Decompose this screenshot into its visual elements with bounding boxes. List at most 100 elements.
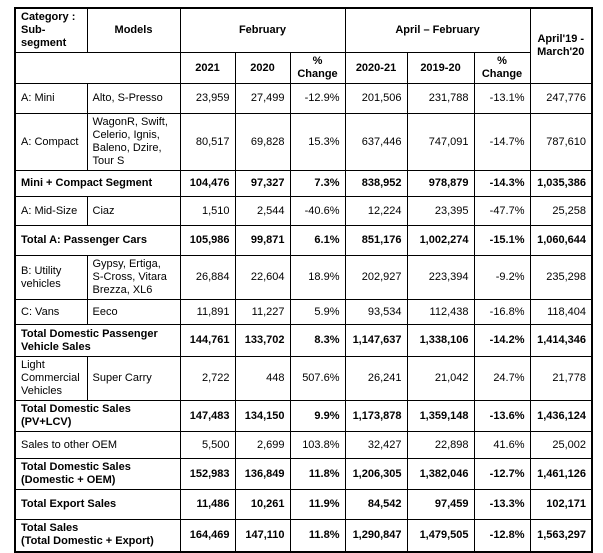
value-cell: 41.6%: [473, 431, 531, 459]
value-cell: 1,510: [179, 196, 236, 226]
table-row: Total Domestic Sales (PV+LCV) 147,483 134,…: [14, 400, 593, 432]
header-april19-march20: April'19 - March'20: [529, 7, 593, 84]
value-cell: 104,476: [179, 170, 236, 197]
table-row: Light Commercial Vehicles Super Carry 2,72…: [14, 356, 593, 401]
table-row: C: Vans Eeco 11,891 11,227 5.9% 93,534 112,438…: [14, 299, 593, 325]
category-cell: Total Export Sales: [14, 489, 181, 520]
value-cell: 25,002: [529, 431, 593, 459]
category-cell: Mini + Compact Segment: [14, 170, 181, 197]
value-cell: -12.8%: [473, 519, 531, 552]
value-cell: 507.6%: [289, 356, 346, 401]
value-cell: -15.1%: [473, 225, 531, 256]
value-cell: 1,173,878: [344, 400, 408, 432]
value-cell: 978,879: [406, 170, 475, 197]
value-cell: 11,891: [179, 299, 236, 325]
header-row-1: Category : Sub-segment Models February A…: [14, 7, 593, 84]
value-cell: 1,382,046: [406, 458, 475, 490]
category-cell: Sales to other OEM: [14, 431, 181, 459]
value-cell: -13.3%: [473, 489, 531, 520]
value-cell: 27,499: [234, 83, 291, 114]
category-cell: Total Domestic Sales (Domestic + OEM): [14, 458, 181, 490]
models-cell: Ciaz: [86, 196, 181, 226]
header-models: Models: [86, 7, 181, 53]
models-cell: Gypsy, Ertiga, S-Cross, Vitara Brezza, X…: [86, 255, 181, 300]
value-cell: 9.9%: [289, 400, 346, 432]
category-cell: A: Mid-Size: [14, 196, 88, 226]
value-cell: 5,500: [179, 431, 236, 459]
value-cell: 26,884: [179, 255, 236, 300]
value-cell: 787,610: [529, 113, 593, 171]
category-cell: A: Compact: [14, 113, 88, 171]
table-row: Total A: Passenger Cars 105,986 99,871 6.1%…: [14, 225, 593, 256]
value-cell: 223,394: [406, 255, 475, 300]
table-body: A: Mini Alto, S-Presso 23,959 27,499 -12.9% 2…: [14, 83, 593, 552]
value-cell: 144,761: [179, 324, 236, 357]
models-cell: WagonR, Swift, Celerio, Ignis, Baleno, D…: [86, 113, 181, 171]
value-cell: 26,241: [344, 356, 408, 401]
category-cell: Total Domestic Passenger Vehicle Sales: [14, 324, 181, 357]
value-cell: 24.7%: [473, 356, 531, 401]
value-cell: 11,486: [179, 489, 236, 520]
value-cell: 2,699: [234, 431, 291, 459]
models-cell: Super Carry: [86, 356, 181, 401]
category-cell: Total A: Passenger Cars: [14, 225, 181, 256]
header-col-2020: 2020: [234, 52, 291, 84]
header-category: Category : Sub-segment: [14, 7, 88, 53]
table-row: Total Domestic Sales (Domestic + OEM) 152…: [14, 458, 593, 490]
value-cell: 105,986: [179, 225, 236, 256]
header-col-2020-21: 2020-21: [344, 52, 408, 84]
value-cell: 1,359,148: [406, 400, 475, 432]
value-cell: 1,060,644: [529, 225, 593, 256]
value-cell: 136,849: [234, 458, 291, 490]
table-row: A: Mini Alto, S-Presso 23,959 27,499 -12.9% 2…: [14, 83, 593, 114]
header-april-february: April – February: [344, 7, 531, 53]
value-cell: 32,427: [344, 431, 408, 459]
category-cell: A: Mini: [14, 83, 88, 114]
table-row: Mini + Compact Segment 104,476 97,327 7.3% 8…: [14, 170, 593, 197]
value-cell: 93,534: [344, 299, 408, 325]
value-cell: 23,395: [406, 196, 475, 226]
header-col-2019-20: 2019-20: [406, 52, 475, 84]
value-cell: 11,227: [234, 299, 291, 325]
header-col-2021: 2021: [179, 52, 236, 84]
value-cell: 201,506: [344, 83, 408, 114]
value-cell: 1,035,386: [529, 170, 593, 197]
models-cell: Eeco: [86, 299, 181, 325]
table-row: Sales to other OEM 5,500 2,699 103.8% 32,427…: [14, 431, 593, 459]
table-row: A: Mid-Size Ciaz 1,510 2,544 -40.6% 12,224 23,…: [14, 196, 593, 226]
value-cell: 8.3%: [289, 324, 346, 357]
header-col-pct-change-ytd: % Change: [473, 52, 531, 84]
value-cell: 1,206,305: [344, 458, 408, 490]
table-row: Total Export Sales 11,486 10,261 11.9% 84,54…: [14, 489, 593, 520]
value-cell: 21,042: [406, 356, 475, 401]
value-cell: -13.1%: [473, 83, 531, 114]
table-row: Total Sales (Total Domestic + Export) 164…: [14, 519, 593, 552]
value-cell: 235,298: [529, 255, 593, 300]
table-row: A: Compact WagonR, Swift, Celerio, Ignis,…: [14, 113, 593, 171]
table-header: Category : Sub-segment Models February A…: [14, 7, 593, 84]
value-cell: 12,224: [344, 196, 408, 226]
value-cell: -9.2%: [473, 255, 531, 300]
value-cell: 247,776: [529, 83, 593, 114]
models-cell: Alto, S-Presso: [86, 83, 181, 114]
value-cell: 10,261: [234, 489, 291, 520]
value-cell: 15.3%: [289, 113, 346, 171]
value-cell: 2,544: [234, 196, 291, 226]
table-row: B: Utility vehicles Gypsy, Ertiga, S-Cros…: [14, 255, 593, 300]
value-cell: 1,563,297: [529, 519, 593, 552]
value-cell: 147,483: [179, 400, 236, 432]
value-cell: 1,414,346: [529, 324, 593, 357]
value-cell: 5.9%: [289, 299, 346, 325]
value-cell: 164,469: [179, 519, 236, 552]
value-cell: 22,604: [234, 255, 291, 300]
category-cell: Total Domestic Sales (PV+LCV): [14, 400, 181, 432]
category-cell: C: Vans: [14, 299, 88, 325]
value-cell: -14.7%: [473, 113, 531, 171]
value-cell: 18.9%: [289, 255, 346, 300]
value-cell: 1,147,637: [344, 324, 408, 357]
value-cell: 202,927: [344, 255, 408, 300]
value-cell: 11.9%: [289, 489, 346, 520]
sales-table: Category : Sub-segment Models February A…: [14, 7, 594, 553]
value-cell: 1,290,847: [344, 519, 408, 552]
value-cell: 231,788: [406, 83, 475, 114]
